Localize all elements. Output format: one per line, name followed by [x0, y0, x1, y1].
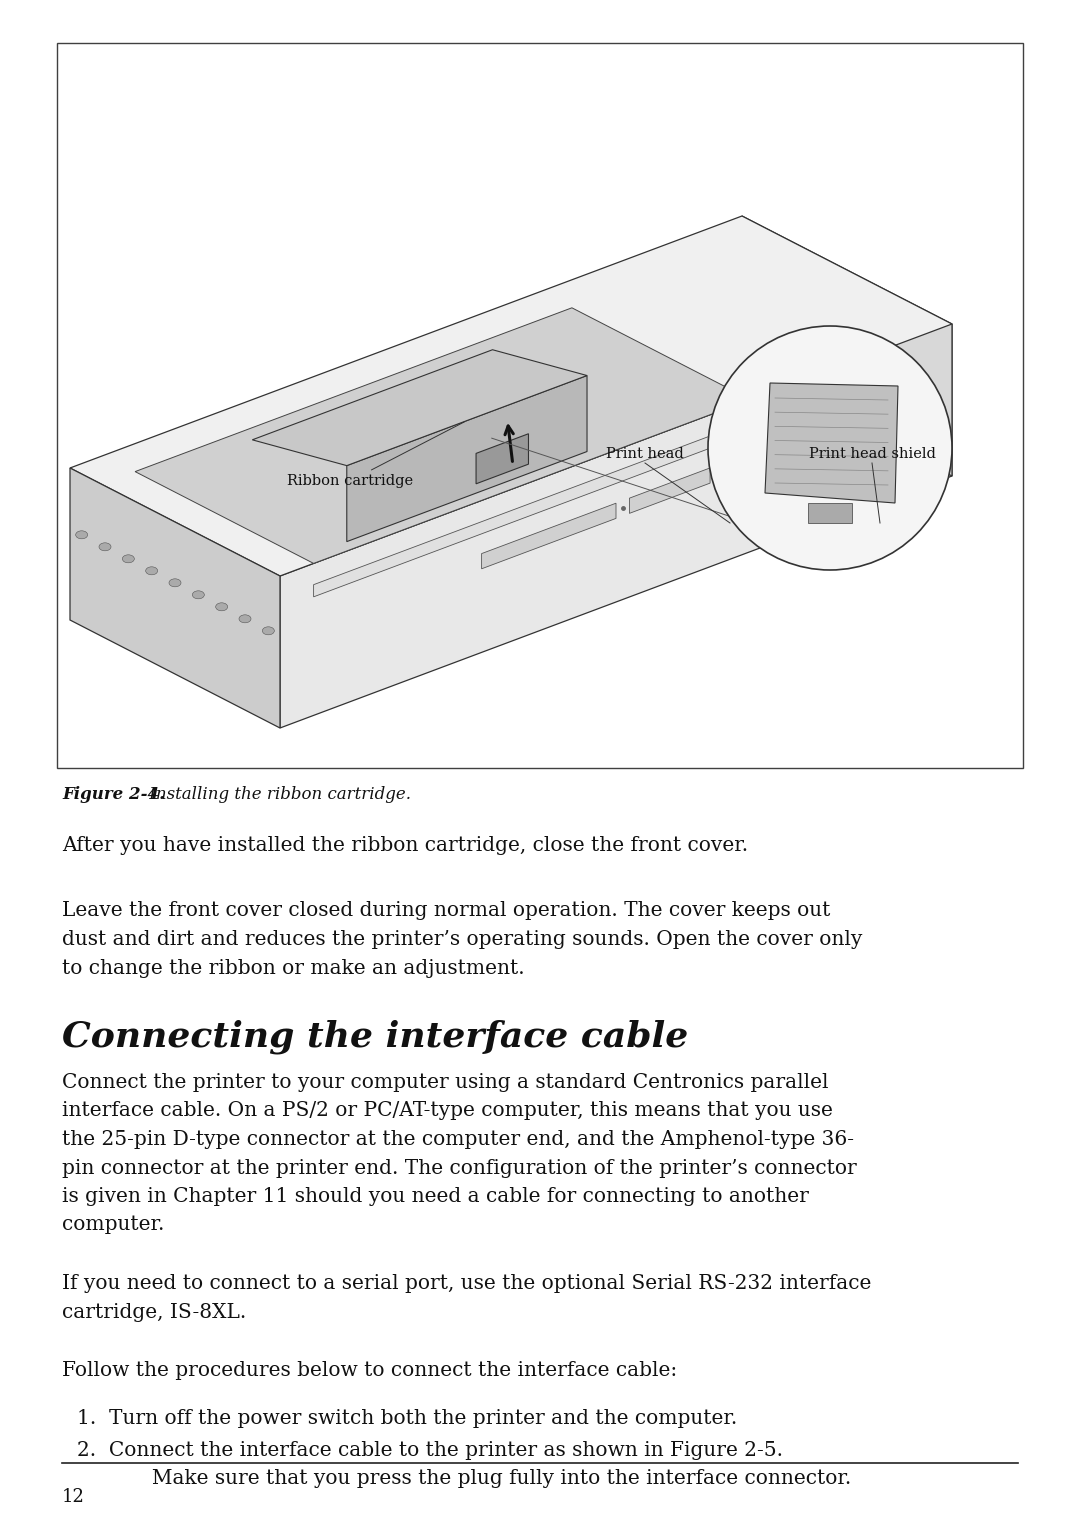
Text: Make sure that you press the plug fully into the interface connector.: Make sure that you press the plug fully … — [120, 1470, 851, 1489]
Polygon shape — [742, 216, 951, 477]
Polygon shape — [482, 503, 616, 569]
Text: cartridge, IS-8XL.: cartridge, IS-8XL. — [62, 1303, 246, 1321]
Ellipse shape — [122, 555, 134, 563]
Ellipse shape — [168, 579, 181, 587]
Polygon shape — [313, 376, 872, 596]
Text: Ribbon cartridge: Ribbon cartridge — [287, 422, 464, 487]
Ellipse shape — [192, 590, 204, 599]
Polygon shape — [765, 383, 897, 503]
Bar — [808, 503, 852, 523]
Bar — [57, 43, 1023, 768]
Text: Connecting the interface cable: Connecting the interface cable — [62, 1019, 688, 1053]
Polygon shape — [280, 323, 951, 728]
Text: After you have installed the ribbon cartridge, close the front cover.: After you have installed the ribbon cart… — [62, 835, 748, 855]
Text: 12: 12 — [62, 1489, 85, 1505]
Text: Print head shield: Print head shield — [809, 448, 935, 461]
Text: to change the ribbon or make an adjustment.: to change the ribbon or make an adjustme… — [62, 958, 525, 978]
Ellipse shape — [99, 543, 111, 550]
Text: Figure 2-4.: Figure 2-4. — [62, 786, 165, 803]
Text: pin connector at the printer end. The configuration of the printer’s connector: pin connector at the printer end. The co… — [62, 1159, 856, 1177]
Text: Print head: Print head — [606, 448, 684, 461]
Ellipse shape — [216, 602, 228, 610]
Polygon shape — [70, 216, 951, 576]
Polygon shape — [476, 434, 528, 484]
Text: Leave the front cover closed during normal operation. The cover keeps out: Leave the front cover closed during norm… — [62, 901, 831, 920]
Text: 2.  Connect the interface cable to the printer as shown in Figure 2-5.: 2. Connect the interface cable to the pr… — [77, 1441, 783, 1459]
Ellipse shape — [76, 530, 87, 538]
Polygon shape — [630, 468, 710, 514]
Text: interface cable. On a PS/2 or PC/AT-type computer, this means that you use: interface cable. On a PS/2 or PC/AT-type… — [62, 1102, 833, 1121]
Text: dust and dirt and reduces the printer’s operating sounds. Open the cover only: dust and dirt and reduces the printer’s … — [62, 931, 862, 949]
Text: 1.  Turn off the power switch both the printer and the computer.: 1. Turn off the power switch both the pr… — [77, 1409, 738, 1427]
Ellipse shape — [878, 412, 918, 443]
Ellipse shape — [239, 615, 251, 622]
Text: If you need to connect to a serial port, use the optional Serial RS-232 interfac: If you need to connect to a serial port,… — [62, 1274, 872, 1292]
Text: Connect the printer to your computer using a standard Centronics parallel: Connect the printer to your computer usi… — [62, 1073, 828, 1091]
Ellipse shape — [262, 627, 274, 635]
Text: Installing the ribbon cartridge.: Installing the ribbon cartridge. — [144, 786, 411, 803]
Text: computer.: computer. — [62, 1216, 164, 1234]
Polygon shape — [253, 350, 588, 466]
Text: is given in Chapter 11 should you need a cable for connecting to another: is given in Chapter 11 should you need a… — [62, 1187, 809, 1206]
Ellipse shape — [862, 400, 934, 455]
Circle shape — [708, 327, 951, 570]
Ellipse shape — [146, 567, 158, 575]
Text: the 25-pin D-type connector at the computer end, and the Amphenol-type 36-: the 25-pin D-type connector at the compu… — [62, 1130, 854, 1150]
Polygon shape — [70, 468, 280, 728]
Polygon shape — [347, 376, 588, 541]
Polygon shape — [135, 308, 751, 564]
Text: Follow the procedures below to connect the interface cable:: Follow the procedures below to connect t… — [62, 1361, 677, 1380]
